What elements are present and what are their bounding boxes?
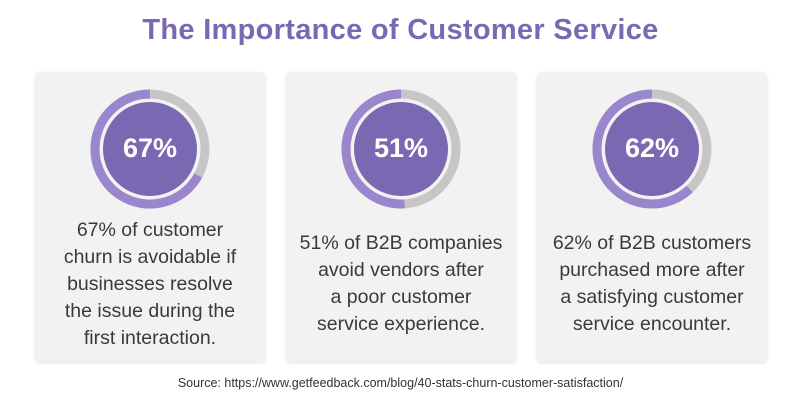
percent-label: 62% [625, 133, 679, 163]
description-line: the issue during the [64, 299, 236, 322]
description-line: service encounter. [572, 313, 732, 335]
percent-label: 51% [374, 133, 428, 163]
description-line: avoid vendors after [318, 259, 484, 281]
percent-ring-3: 62% [592, 89, 712, 209]
description-line: 51% of B2B companies [299, 232, 503, 254]
stat-description: 67% of customer churn is avoidable if bu… [45, 219, 255, 349]
stat-card-1: 67% 67% of customer churn is avoidable i… [35, 72, 265, 362]
ring-center [605, 102, 699, 196]
stat-description: 62% of B2B customers purchased more afte… [547, 219, 757, 349]
ring-arc [341, 89, 405, 209]
description-line: 67% of customer [76, 218, 224, 241]
description-line: a poor customer [330, 286, 472, 308]
ring-arc [592, 89, 693, 209]
source-note: Source: https://www.getfeedback.com/blog… [177, 376, 624, 390]
description-line: a satisfying customer [560, 286, 744, 308]
ring-arc [90, 89, 203, 209]
page-title: The Importance of Customer Service [142, 14, 659, 46]
description-line: first interaction. [83, 326, 217, 349]
ring-center [354, 102, 448, 196]
description-line: service experience. [316, 313, 485, 335]
stat-description: 51% of B2B companies avoid vendors after… [296, 219, 506, 349]
description-line: businesses resolve [67, 272, 233, 295]
stat-card-2: 51% 51% of B2B companies avoid vendors a… [286, 72, 516, 362]
description-line: purchased more after [559, 259, 745, 281]
description-line: churn is avoidable if [63, 245, 237, 268]
ring-center [103, 102, 197, 196]
stat-card-3: 62% 62% of B2B customers purchased more … [537, 72, 767, 362]
percent-ring-2: 51% [341, 89, 461, 209]
description-line: 62% of B2B customers [552, 232, 752, 254]
percent-label: 67% [123, 133, 177, 163]
percent-ring-1: 67% [90, 89, 210, 209]
